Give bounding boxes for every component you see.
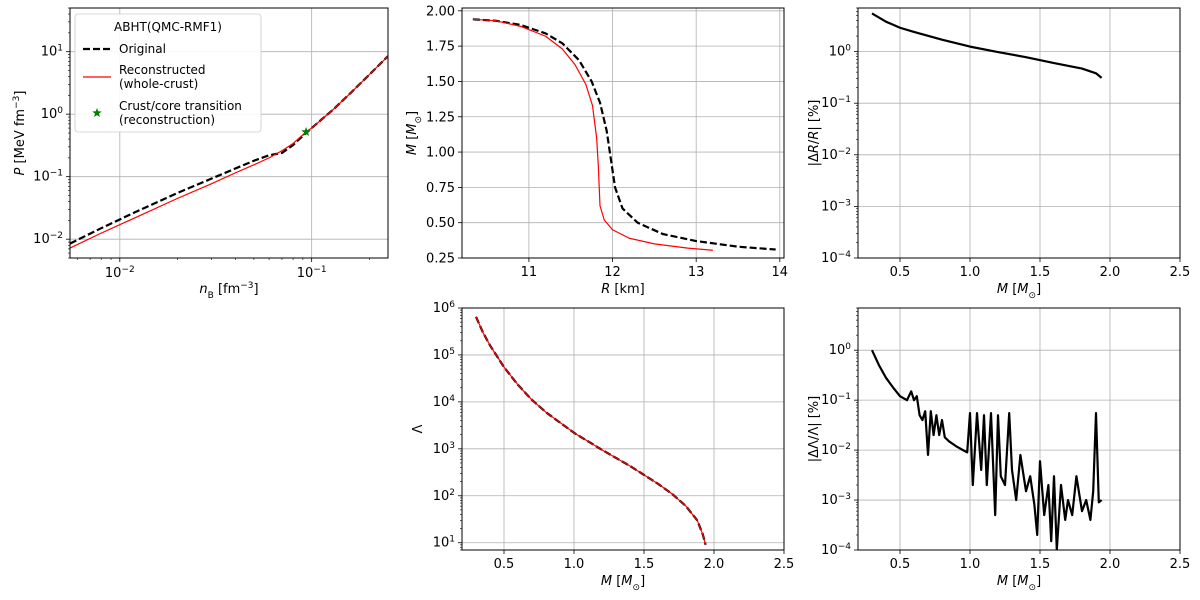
y-tick-label: 100	[41, 106, 64, 122]
legend-entry-label: Reconstructed	[119, 63, 206, 77]
plot-area	[70, 55, 388, 249]
axes-frame	[461, 307, 785, 551]
y-tick-label: 10−2	[33, 231, 63, 247]
chart-radius-error: 0.5 1.0 1.5 2.0 2.5 10−4 10−3 10−2 10−1 100 M [M⊙]…	[807, 7, 1191, 301]
x-tick-label: 1.5	[1030, 557, 1051, 572]
y-tick-label: 102	[433, 488, 455, 504]
y-axis-label: Λ	[411, 424, 426, 433]
plot-area	[871, 12, 1103, 79]
legend-entry-label: Original	[119, 42, 166, 56]
legend-box	[74, 13, 262, 133]
y-tick-label: 0.75	[426, 181, 455, 196]
axes-frame	[857, 307, 1181, 551]
x-tick-label: 2.5	[1170, 557, 1191, 572]
x-tick-label: 13	[688, 265, 705, 280]
y-tick-label: 0.25	[426, 252, 455, 267]
y-tick-label: 10−4	[821, 250, 851, 266]
x-axis-label: R [km]	[601, 282, 645, 297]
series-line-dashed-black	[474, 316, 707, 546]
legend-title: ABHT(QMC-RMF1)	[114, 20, 222, 34]
x-tick-label: 12	[604, 265, 621, 280]
legend-entry-label-line2: (whole-crust)	[119, 77, 198, 91]
axes-frame	[69, 7, 389, 259]
legend: ABHT(QMC-RMF1) Original Reconstructed(whol…	[74, 13, 262, 133]
y-tick-label: 1.25	[426, 110, 455, 125]
x-tick-label: 1.0	[960, 265, 981, 280]
y-axis-label: |ΔR/R| [%]	[807, 100, 822, 167]
y-tick-label: 10−2	[821, 147, 851, 163]
axes-frame	[857, 7, 1181, 259]
x-axis-label: nB [fm−3]	[199, 281, 258, 301]
x-tick-label: 11	[521, 265, 538, 280]
y-tick-label: 10−3	[821, 198, 851, 214]
y-tick-label: 2.00	[426, 4, 455, 19]
y-tick-label: 1.00	[426, 146, 455, 161]
y-tick-label: 10−1	[821, 95, 851, 111]
x-tick-label: 1.0	[564, 557, 585, 572]
y-tick-label: 106	[433, 300, 456, 316]
x-tick-label: 2.5	[774, 557, 795, 572]
y-tick-label: 10−4	[821, 542, 851, 558]
series-line-dashed-black	[472, 18, 776, 251]
y-axis-label: P [MeV fm−3]	[12, 91, 28, 176]
series-line-solid-black	[871, 349, 1103, 550]
x-tick-label: 2.0	[1100, 557, 1121, 572]
y-tick-label: 105	[433, 347, 455, 363]
y-axis-label: M [M⊙]	[405, 111, 424, 155]
series-line-solid-red	[70, 55, 388, 249]
y-axis-label: |ΔΛ/Λ| [%]	[807, 396, 822, 462]
y-tick-label: 10−2	[821, 442, 851, 458]
x-tick-label: 2.5	[1170, 265, 1191, 280]
y-tick-label: 10−3	[821, 492, 851, 508]
x-tick-label: 2.0	[1100, 265, 1121, 280]
y-tick-label: 100	[829, 342, 852, 358]
plot-area	[472, 18, 776, 251]
series-line-solid-red	[472, 18, 713, 251]
legend-entry-label: Crust/core transition	[119, 99, 242, 113]
x-axis-label: M [M⊙]	[601, 574, 645, 593]
x-tick-label: 1.5	[1030, 265, 1051, 280]
y-tick-label: 101	[41, 44, 63, 60]
chart-mass-radius: 11 12 13 14 0.25 0.50 0.75 1.00 1.25 1.50 1.75 2.00…	[405, 4, 788, 297]
plot-area	[474, 316, 707, 546]
y-tick-label: 10−1	[33, 169, 63, 185]
x-tick-label: 1.0	[960, 557, 981, 572]
x-tick-label: 1.5	[634, 557, 655, 572]
x-tick-label: 0.5	[890, 557, 911, 572]
x-tick-label: 0.5	[494, 557, 515, 572]
x-tick-label: 14	[772, 265, 789, 280]
plot-area	[871, 349, 1103, 550]
chart-eos: 10−2 10−1 10−2 10−1 100 101 nB [fm−3] P [MeV fm…	[12, 7, 389, 301]
x-axis-label: M [M⊙]	[997, 574, 1041, 593]
chart-tidal: 0.5 1.0 1.5 2.0 2.5 101 102 103 104 105 106 M [M⊙] Λ	[411, 300, 794, 593]
y-tick-label: 0.50	[426, 216, 455, 231]
chart-tidal-error: 0.5 1.0 1.5 2.0 2.5 10−4 10−3 10−2 10−1 100 M [M⊙]…	[807, 307, 1191, 593]
y-tick-label: 100	[829, 44, 852, 60]
y-tick-label: 1.50	[426, 75, 455, 90]
y-tick-label: 103	[433, 441, 455, 457]
x-axis-label: M [M⊙]	[997, 282, 1041, 301]
y-tick-label: 10−1	[821, 392, 851, 408]
x-tick-label: 10−2	[105, 265, 135, 281]
series-line-solid-black	[871, 12, 1103, 79]
y-tick-label: 1.75	[426, 40, 455, 55]
legend-entry-label-line2: (reconstruction)	[119, 113, 215, 127]
y-tick-label: 101	[433, 535, 455, 551]
transition-star-marker	[301, 126, 311, 136]
axes-frame	[461, 7, 785, 259]
x-tick-label: 10−1	[297, 265, 327, 281]
legend-swatch-star-icon	[92, 108, 102, 118]
x-tick-label: 0.5	[890, 265, 911, 280]
x-tick-label: 2.0	[704, 557, 725, 572]
series-line-solid-red	[475, 316, 707, 546]
y-tick-label: 104	[433, 394, 456, 410]
